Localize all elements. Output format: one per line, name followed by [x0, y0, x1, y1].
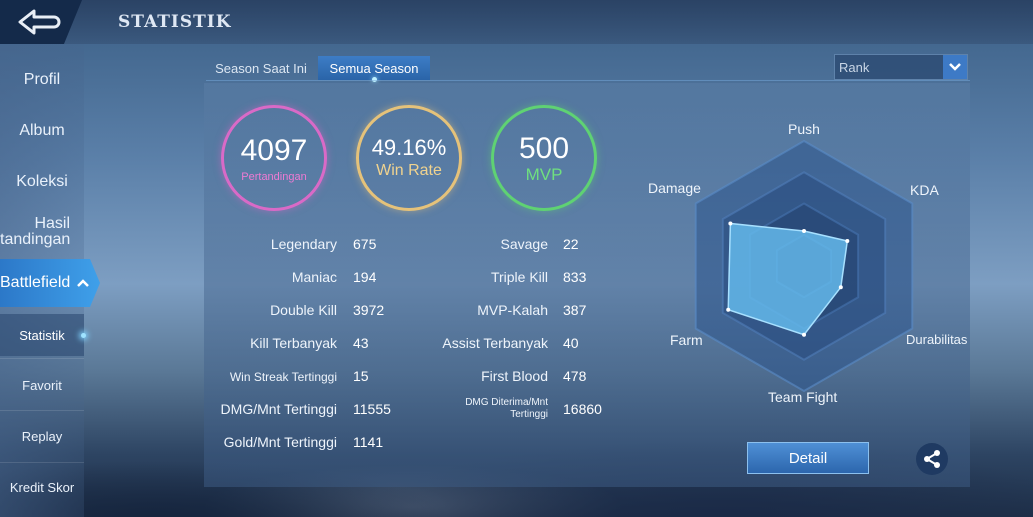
stat-label-multiline: DMG Diterima/Mnt Tertinggi: [348, 397, 548, 421]
radar-label-push: Push: [788, 121, 820, 137]
stat-label: Kill Terbanyak: [250, 335, 337, 351]
matches-value: 4097: [240, 133, 308, 167]
sidebar-item-battlefield[interactable]: Battlefield: [0, 259, 100, 307]
stat-value: 22: [563, 236, 579, 252]
stat-value: 3972: [353, 302, 385, 318]
sidebar-item-favorit[interactable]: Favorit: [22, 378, 62, 393]
sidebar-item-album[interactable]: Album: [19, 122, 65, 139]
sidebar-item-replay[interactable]: Replay: [21, 429, 63, 444]
stat-value: 43: [353, 335, 369, 351]
sidebar-item-statistik-label: Statistik: [19, 327, 65, 343]
sidebar-item-profil[interactable]: Profil: [23, 71, 61, 88]
radar-label-farm: Farm: [670, 332, 703, 348]
sidebar-item-statistik[interactable]: Statistik: [0, 314, 86, 356]
radar-label-team-fight: Team Fight: [768, 389, 838, 405]
radar-label-kda: KDA: [910, 182, 939, 198]
stat-label: Savage: [500, 236, 548, 252]
sidebar-divider: [0, 462, 84, 463]
stat-value: 11555: [353, 401, 391, 417]
tab-underline: [206, 80, 970, 81]
top-bar: [0, 0, 1033, 44]
sidebar-item-hasil-line1: Hasil: [34, 216, 70, 232]
stat-value: 1141: [353, 434, 384, 450]
stat-label: Double Kill: [270, 302, 337, 318]
sidebar-item-hasil-pertandingan[interactable]: Hasil tandingan: [0, 216, 70, 248]
sidebar-item-koleksi[interactable]: Koleksi: [16, 173, 68, 190]
share-button[interactable]: [916, 443, 948, 475]
sidebar-item-hasil-line2: tandingan: [0, 231, 70, 248]
stat-label: Maniac: [291, 269, 337, 285]
stat-label: First Blood: [481, 368, 548, 384]
stat-value: 387: [563, 302, 587, 318]
stat-label: Legendary: [270, 236, 337, 252]
stat-label-line2: Tertinggi: [510, 409, 548, 420]
stat-label: Gold/Mnt Tertinggi: [223, 434, 337, 450]
sidebar-divider: [0, 358, 84, 359]
stat-value: 16860: [563, 401, 602, 417]
back-arrow-icon: [18, 9, 61, 35]
stat-label: MVP-Kalah: [477, 302, 548, 318]
tab-season-saat-ini[interactable]: Season Saat Ini: [215, 60, 307, 76]
stat-value: 833: [563, 269, 587, 285]
stat-value: 15: [353, 368, 369, 384]
win-rate-value: 49.16%: [371, 134, 447, 160]
stat-value: 194: [353, 269, 377, 285]
mvp-value: 500: [518, 131, 570, 165]
chevron-up-icon: [77, 279, 90, 287]
detail-button[interactable]: Detail: [747, 442, 869, 474]
chevron-down-icon: [943, 55, 967, 79]
mvp-circle: 500 MVP: [491, 105, 597, 211]
radar-label-durabilitas: Durabilitas: [906, 332, 968, 347]
mode-select-value: Rank: [839, 60, 870, 75]
matches-label: Pertandingan: [241, 170, 307, 183]
stat-value: 40: [563, 335, 579, 351]
stat-value: 675: [353, 236, 377, 252]
tab-semua-season[interactable]: Semua Season: [318, 56, 430, 82]
win-rate-circle: 49.16% Win Rate: [356, 105, 462, 211]
sidebar-item-battlefield-label: Battlefield: [0, 274, 71, 291]
mvp-label: MVP: [525, 164, 563, 184]
share-icon: [924, 450, 940, 468]
stat-label: Win Streak Tertinggi: [229, 370, 337, 384]
win-rate-label: Win Rate: [376, 162, 442, 180]
stat-value: 478: [563, 368, 587, 384]
radar-label-damage: Damage: [648, 180, 701, 196]
stat-label: Triple Kill: [490, 269, 548, 285]
matches-circle: 4097 Pertandingan: [221, 105, 327, 211]
stat-label-line1: DMG Diterima/Mnt: [465, 397, 548, 408]
stat-label: Assist Terbanyak: [442, 335, 548, 351]
mode-select[interactable]: Rank: [834, 54, 968, 80]
sidebar-divider: [0, 410, 84, 411]
page-title: STATISTIK: [118, 12, 232, 32]
sidebar-item-kredit-skor[interactable]: Kredit Skor: [9, 480, 75, 495]
stat-label: DMG/Mnt Tertinggi: [220, 401, 337, 417]
active-indicator-dot: [81, 333, 86, 338]
